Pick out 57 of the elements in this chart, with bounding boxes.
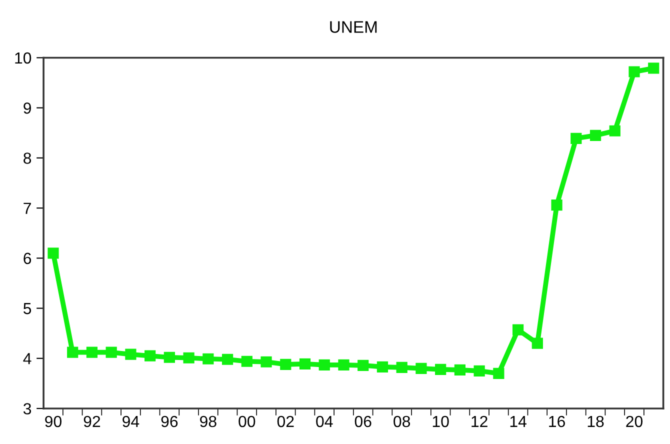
point: [512, 324, 524, 336]
point: [164, 352, 175, 363]
point: [106, 346, 117, 358]
point: [376, 361, 388, 372]
x-tick-label: 18: [588, 416, 604, 428]
point: [532, 338, 543, 349]
x-tick-label: 92: [84, 416, 100, 428]
point: [67, 346, 78, 358]
point: [609, 125, 620, 136]
point: [144, 350, 156, 362]
x-tick-label: 14: [510, 416, 526, 427]
y-tick-label: 6: [24, 252, 32, 264]
y-tick-label: 5: [24, 303, 32, 314]
chart-title: UNEM: [330, 21, 377, 33]
point: [125, 348, 136, 360]
point: [454, 364, 466, 376]
point: [570, 132, 582, 144]
x-tick-label: 20: [626, 416, 643, 428]
x-tick-label: 08: [394, 416, 410, 428]
y-tick-label: 10: [15, 52, 32, 64]
point: [648, 62, 660, 74]
point: [86, 346, 98, 358]
y-tick-label: 4: [23, 353, 32, 364]
x-tick-label: 00: [238, 416, 256, 428]
x-tick-label: 06: [354, 416, 372, 428]
point: [416, 362, 427, 374]
point: [396, 362, 408, 373]
y-tick-label: 7: [24, 202, 31, 214]
point: [241, 356, 252, 367]
point: [222, 354, 234, 365]
y-tick-label: 3: [23, 403, 32, 414]
point: [474, 365, 485, 376]
point: [551, 199, 562, 211]
point: [202, 353, 214, 364]
point: [435, 364, 446, 375]
x-tick-label: 94: [122, 416, 140, 428]
point: [358, 360, 369, 371]
y-tick-label: 8: [24, 152, 32, 164]
point: [260, 356, 272, 368]
point: [183, 352, 194, 364]
y-tick-label: 9: [24, 102, 31, 114]
point: [299, 358, 311, 370]
x-tick-label: 10: [432, 416, 449, 428]
point: [280, 358, 292, 370]
point: [493, 368, 504, 379]
x-tick-label: 96: [161, 416, 178, 428]
x-tick-label: 16: [549, 416, 565, 428]
x-tick-label: 04: [316, 416, 333, 428]
point: [590, 130, 602, 141]
point: [338, 359, 350, 370]
point: [318, 359, 330, 370]
point: [48, 248, 59, 259]
x-tick-label: 02: [277, 416, 294, 428]
point: [628, 66, 640, 78]
x-tick-label: 12: [472, 416, 488, 427]
x-tick-label: 98: [200, 416, 216, 428]
x-tick-label: 90: [45, 416, 62, 428]
